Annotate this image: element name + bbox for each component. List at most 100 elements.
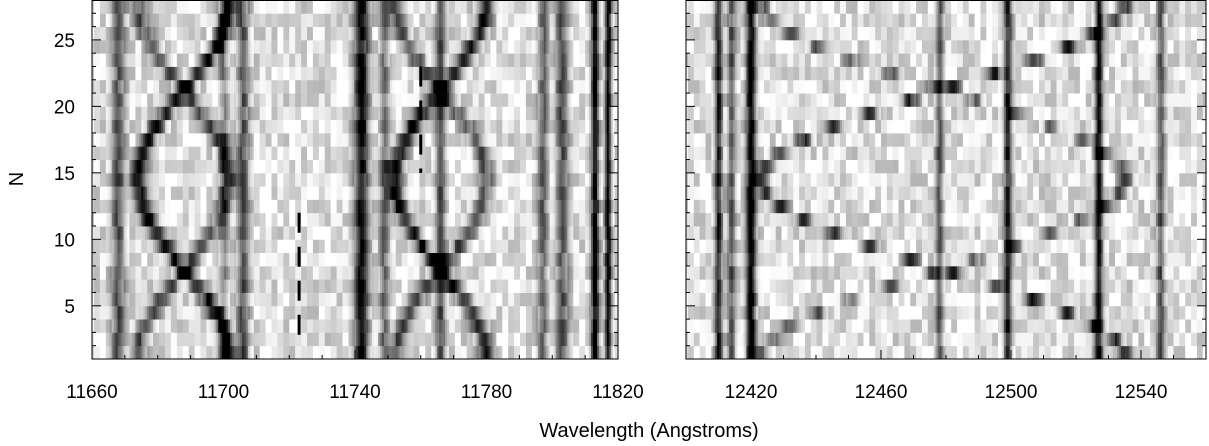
pixel-cell: [316, 226, 320, 240]
pixel-cell: [166, 226, 170, 240]
pixel-cell: [583, 292, 586, 307]
pixel-cell: [182, 319, 186, 333]
pixel-cell: [176, 292, 180, 307]
pixel-cell: [488, 332, 491, 347]
pixel-cell: [352, 319, 355, 333]
pixel-cell: [583, 265, 586, 280]
pixel-cell: [498, 186, 501, 200]
pixel-cell: [344, 226, 347, 240]
pixel-cell: [277, 106, 280, 121]
pixel-cell: [322, 292, 326, 307]
pixel-cell: [216, 252, 219, 267]
pixel-cell: [117, 159, 121, 174]
pixel-cell: [228, 305, 231, 320]
pixel-cell: [427, 279, 430, 293]
pixel-cell: [376, 226, 379, 240]
pixel-cell: [362, 146, 365, 160]
pixel-cell: [301, 252, 304, 267]
pixel-cell: [504, 265, 507, 280]
pixel-cell: [589, 212, 592, 227]
pixel-cell: [255, 305, 259, 320]
pixel-cell: [334, 159, 337, 174]
pixel-cell: [261, 106, 265, 121]
pixel-cell: [198, 265, 201, 280]
pixel-cell: [310, 332, 314, 347]
pixel-cell: [502, 186, 505, 200]
pixel-cell: [358, 186, 361, 200]
pixel-cell: [149, 252, 152, 267]
pixel-cell: [135, 119, 138, 134]
pixel-cell: [510, 199, 513, 214]
pixel-cell: [401, 319, 405, 333]
pixel-cell: [166, 292, 170, 307]
pixel-cell: [571, 305, 574, 320]
pixel-cell: [174, 106, 178, 121]
pixel-cell: [512, 212, 515, 227]
pixel-cell: [506, 252, 509, 267]
pixel-cell: [178, 212, 182, 227]
pixel-cell: [571, 319, 574, 333]
pixel-cell: [143, 119, 146, 134]
pixel-cell: [445, 199, 448, 214]
pixel-cell: [504, 199, 507, 214]
pixel-cell: [520, 199, 523, 214]
pixel-cell: [451, 119, 454, 134]
pixel-cell: [133, 292, 136, 307]
pixel-cell: [184, 186, 188, 200]
pixel-cell: [220, 119, 223, 134]
pixel-cell: [328, 146, 332, 160]
pixel-cell: [204, 292, 207, 307]
pixel-cell: [514, 172, 517, 187]
pixel-cell: [168, 172, 172, 187]
pixel-cell: [204, 146, 207, 160]
pixel-cell: [101, 146, 105, 160]
pixel-cell: [535, 199, 539, 214]
pixel-cell: [496, 199, 499, 214]
pixel-cell: [372, 332, 375, 347]
pixel-cell: [452, 252, 456, 267]
pixel-cell: [305, 172, 308, 187]
pixel-cell: [413, 146, 416, 160]
pixel-cell: [468, 159, 472, 174]
pixel-cell: [567, 239, 570, 254]
pixel-cell: [237, 305, 241, 320]
pixel-cell: [587, 146, 590, 160]
pixel-cell: [533, 265, 537, 280]
pixel-cell: [520, 319, 523, 333]
pixel-cell: [285, 252, 288, 267]
pixel-cell: [476, 226, 480, 240]
pixel-cell: [307, 345, 310, 359]
pixel-cell: [348, 239, 351, 254]
pixel-cell: [504, 279, 507, 293]
pixel-cell: [563, 132, 566, 147]
pixel-cell: [330, 199, 334, 214]
pixel-cell: [269, 239, 272, 254]
pixel-cell: [376, 305, 379, 320]
pixel-cell: [514, 319, 517, 333]
pixel-cell: [529, 292, 533, 307]
pixel-cell: [214, 186, 217, 200]
pixel-cell: [482, 345, 485, 359]
pixel-cell: [443, 132, 446, 147]
pixel-cell: [352, 279, 355, 293]
pixel-cell: [466, 186, 470, 200]
pixel-cell: [376, 106, 379, 121]
pixel-cell: [445, 226, 448, 240]
pixel-cell: [454, 226, 458, 240]
pixel-cell: [510, 172, 513, 187]
pixel-cell: [180, 172, 184, 187]
pixel-cell: [164, 159, 168, 174]
pixel-cell: [417, 132, 420, 147]
pixel-cell: [484, 332, 487, 347]
pixel-cell: [510, 292, 513, 307]
pixel-cell: [93, 305, 97, 320]
pixel-cell: [500, 146, 503, 160]
pixel-cell: [131, 186, 134, 200]
pixel-cell: [587, 212, 590, 227]
pixel-cell: [281, 345, 284, 359]
pixel-cell: [241, 292, 245, 307]
pixel-cell: [346, 345, 349, 359]
pixel-cell: [354, 186, 357, 200]
pixel-cell: [449, 199, 452, 214]
pixel-cell: [226, 292, 229, 307]
